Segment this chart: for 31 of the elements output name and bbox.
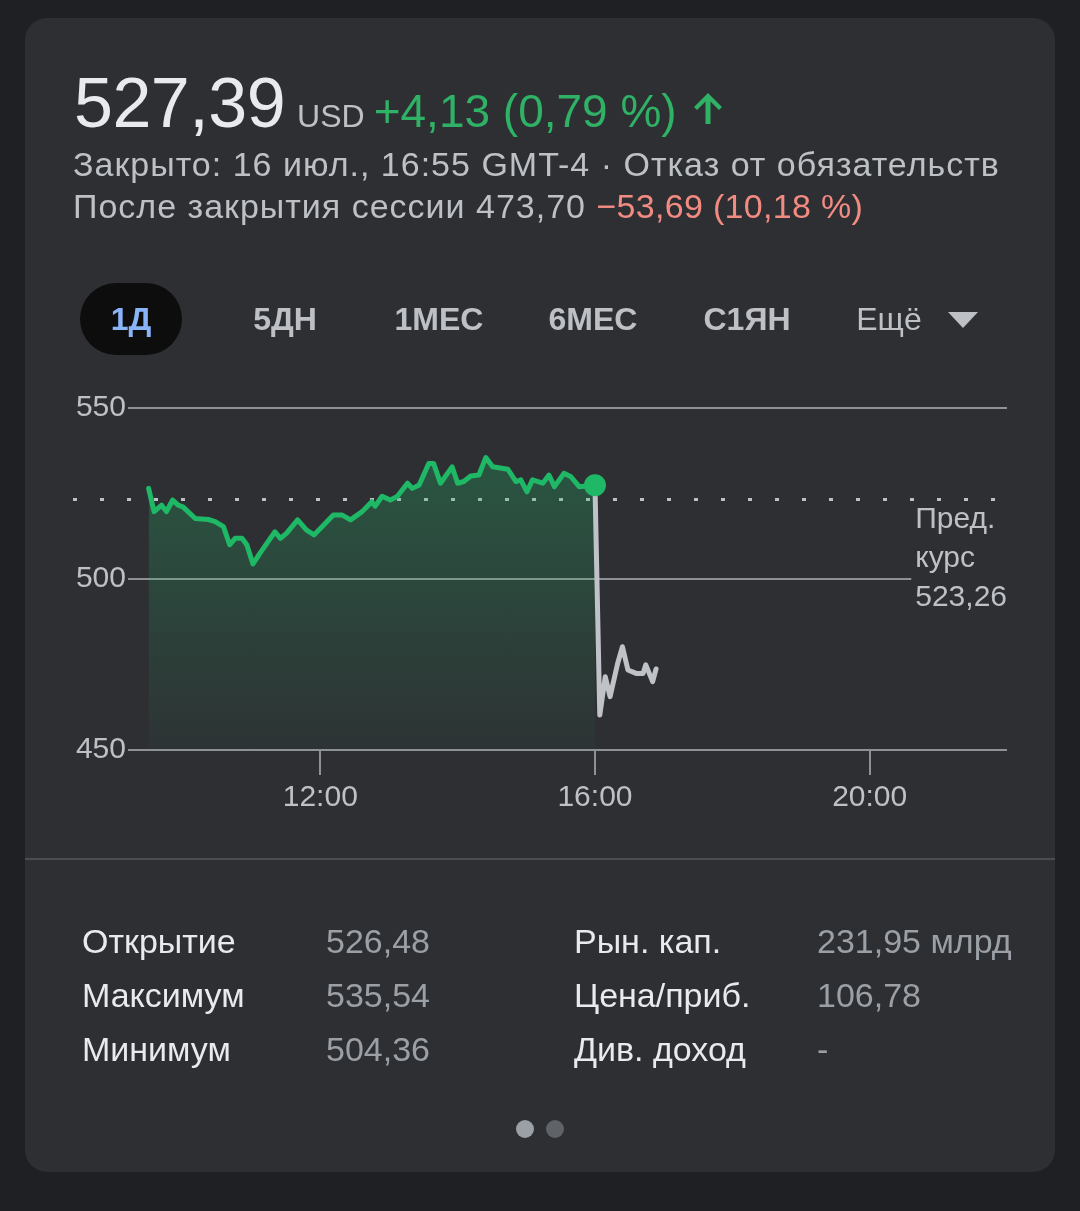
text: 535,54 <box>326 975 431 1015</box>
ref-line-label: Пред. курс 523,26 <box>915 500 1008 612</box>
text: - <box>817 1029 830 1069</box>
chart-subtitle: Закрыто: 16 июл., 16:55 GMT-4 · Отказ от обязательств <box>73 144 1000 185</box>
text: −53,69 (10,18 %) <box>596 187 864 225</box>
text: Максимум <box>82 975 246 1015</box>
text: Рын. кап. <box>574 921 723 961</box>
text: USD <box>297 98 365 135</box>
text: Цена/приб. <box>574 975 752 1015</box>
text: 526,48 <box>326 921 431 961</box>
text: Ещё <box>856 300 922 338</box>
text: 5ДН <box>253 300 317 338</box>
text: 6МЕС <box>548 300 638 338</box>
text: Минимум <box>82 1029 232 1069</box>
text: 231,95 млрд <box>817 921 1012 961</box>
y-tick-label: 450 <box>75 731 126 765</box>
text: +4,13 (0,79 %) <box>373 84 677 138</box>
y-tick-label: 550 <box>75 389 126 423</box>
text: 1Д <box>110 300 152 338</box>
text: С1ЯН <box>703 300 791 338</box>
text: 106,78 <box>817 975 922 1015</box>
x-tick-label: 20:00 <box>832 779 908 813</box>
x-tick-label: 12:00 <box>282 779 358 813</box>
chart-title: 527,39 <box>74 64 286 142</box>
y-tick-label: 500 <box>75 560 126 594</box>
text: После закрытия сессии 473,70 <box>73 187 587 225</box>
text: Открытие <box>82 921 237 961</box>
text: 504,36 <box>326 1029 431 1069</box>
x-tick-label: 16:00 <box>557 779 633 813</box>
text: Див. доход <box>574 1029 747 1069</box>
text: 1МЕС <box>394 300 484 338</box>
